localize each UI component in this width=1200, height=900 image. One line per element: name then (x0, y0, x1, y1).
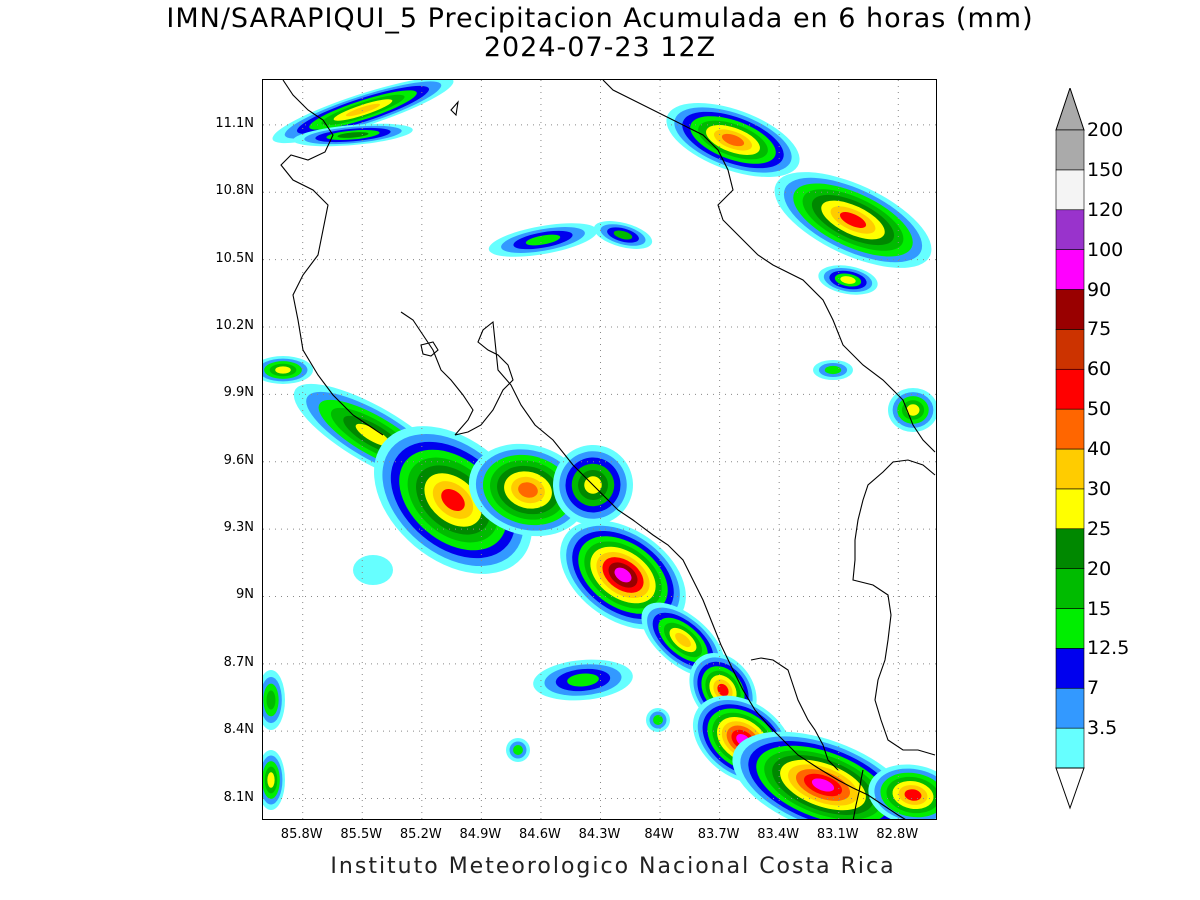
coastline (280, 80, 936, 819)
coastline-caribbean-south (852, 459, 936, 756)
rain-cell-s3 (732, 731, 914, 819)
rain-cell-s4 (868, 764, 936, 819)
lat-label-7: 9N (236, 587, 254, 603)
lat-label-1: 10.8N (215, 183, 254, 199)
map-datetime: 2024-07-23 12Z (483, 32, 717, 63)
colorbar-label-0: 3.5 (1087, 717, 1118, 740)
lat-label-2: 10.5N (215, 250, 254, 266)
colorbar-swatch-6 (1055, 488, 1085, 530)
colorbar-label-11: 90 (1087, 278, 1112, 301)
border-panama (852, 769, 864, 819)
precipitation-map (262, 79, 937, 820)
rain-cell-n3 (488, 223, 598, 257)
colorbar-swatch-5 (1055, 528, 1085, 569)
rain-cell-ne3 (818, 265, 878, 295)
colorbar-swatch-8 (1055, 408, 1085, 450)
rain-cell-n4 (593, 221, 653, 249)
colorbar-label-2: 12.5 (1087, 637, 1130, 660)
rain-cell-n2 (293, 123, 413, 147)
colorbar-bottom-arrow (1055, 767, 1085, 810)
lat-label-0: 11.1N (215, 115, 254, 131)
colorbar-label-4: 20 (1087, 557, 1112, 580)
rain-cell-w1 (263, 356, 313, 384)
colorbar-swatch-14 (1055, 169, 1085, 211)
rain-cell-c5 (560, 520, 686, 630)
colorbar-top-arrow (1055, 88, 1085, 131)
colorbar-label-15: 200 (1087, 119, 1124, 141)
rain-cell-ne1 (666, 103, 800, 177)
colorbar-swatch-11 (1055, 289, 1085, 330)
colorbar-swatch-13 (1055, 209, 1085, 250)
colorbar-swatch-4 (1055, 568, 1085, 609)
colorbar-label-7: 40 (1087, 438, 1112, 460)
lon-label-9: 83.1W (816, 827, 859, 842)
lat-label-8: 8.7N (223, 654, 254, 670)
rain-cell-e1 (888, 388, 936, 432)
lat-label-9: 8.4N (223, 722, 254, 738)
colorbar-label-8: 50 (1087, 398, 1112, 421)
lon-label-6: 84W (644, 827, 674, 842)
lat-label-3: 10.2N (215, 318, 254, 333)
colorbar-label-3: 15 (1087, 597, 1112, 620)
lat-label-10: 8.1N (223, 789, 254, 805)
colorbar-label-12: 100 (1087, 238, 1124, 261)
lon-label-0: 85.8W (280, 827, 323, 842)
lon-label-8: 83.4W (757, 827, 800, 842)
coastline-nicaragua-caribbean (602, 80, 936, 453)
lon-label-2: 85.2W (399, 827, 442, 842)
coastline-gulf-nicoya (454, 320, 906, 819)
colorbar-label-13: 120 (1087, 198, 1124, 221)
colorbar-swatch-1 (1055, 687, 1085, 729)
rain-cell-w3 (263, 670, 285, 730)
rain-cell-s6 (506, 738, 530, 762)
colorbar-swatch-12 (1055, 249, 1085, 290)
lake-island (420, 341, 439, 357)
colorbar-swatch-9 (1055, 368, 1085, 410)
colorbar-label-9: 60 (1087, 358, 1112, 381)
lon-label-4: 84.6W (519, 827, 561, 842)
lon-label-10: 82.8W (876, 827, 919, 842)
rain-cell-s7 (646, 708, 670, 732)
colorbar-label-6: 30 (1087, 477, 1112, 500)
lon-label-7: 83.7W (697, 827, 740, 842)
colorbar-label-10: 75 (1087, 318, 1112, 341)
rain-cell-c3 (468, 443, 588, 537)
island-caribbean (450, 100, 459, 117)
lat-label-5: 9.6N (223, 452, 254, 468)
rain-cell-n1 (272, 80, 454, 144)
rain-cell-w2 (353, 555, 393, 585)
colorbar-swatch-7 (1055, 448, 1085, 490)
lake-nicaragua-shore (280, 80, 384, 436)
rain-cell-s5 (533, 659, 633, 701)
precipitation-field (263, 80, 936, 819)
lon-label-1: 85.5W (340, 827, 383, 842)
colorbar-swatch-3 (1055, 608, 1085, 649)
coastline-osa-golfito (750, 657, 839, 771)
colorbar-swatch-15 (1055, 129, 1085, 171)
colorbar-label-5: 25 (1087, 517, 1112, 540)
lon-label-5: 84.3W (578, 827, 621, 842)
coastline-nicoya (400, 311, 474, 436)
colorbar-label-1: 7 (1087, 677, 1100, 700)
colorbar-legend: 3.5 7 12.5 15 20 25 30 40 50 60 75 90 100 120 150 200 (1055, 88, 1175, 818)
map-canvas (263, 80, 936, 819)
credit-line: Instituto Meteorologico Nacional Costa R… (330, 854, 896, 879)
map-title: IMN/SARAPIQUI_5 Precipitacion Acumulada … (166, 3, 1034, 34)
rain-cell-w4 (263, 750, 285, 810)
lat-label-4: 9.9N (223, 385, 254, 401)
lat-label-6: 9.3N (223, 520, 254, 536)
colorbar-swatches (1055, 88, 1085, 810)
colorbar-swatch-10 (1055, 329, 1085, 370)
lon-label-3: 84.9W (459, 827, 502, 842)
rain-cell-ne2 (774, 172, 932, 268)
colorbar-swatch-2 (1055, 648, 1085, 689)
rain-cell-e2 (813, 360, 853, 380)
colorbar-swatch-0 (1055, 727, 1085, 769)
colorbar-label-14: 150 (1087, 158, 1124, 181)
